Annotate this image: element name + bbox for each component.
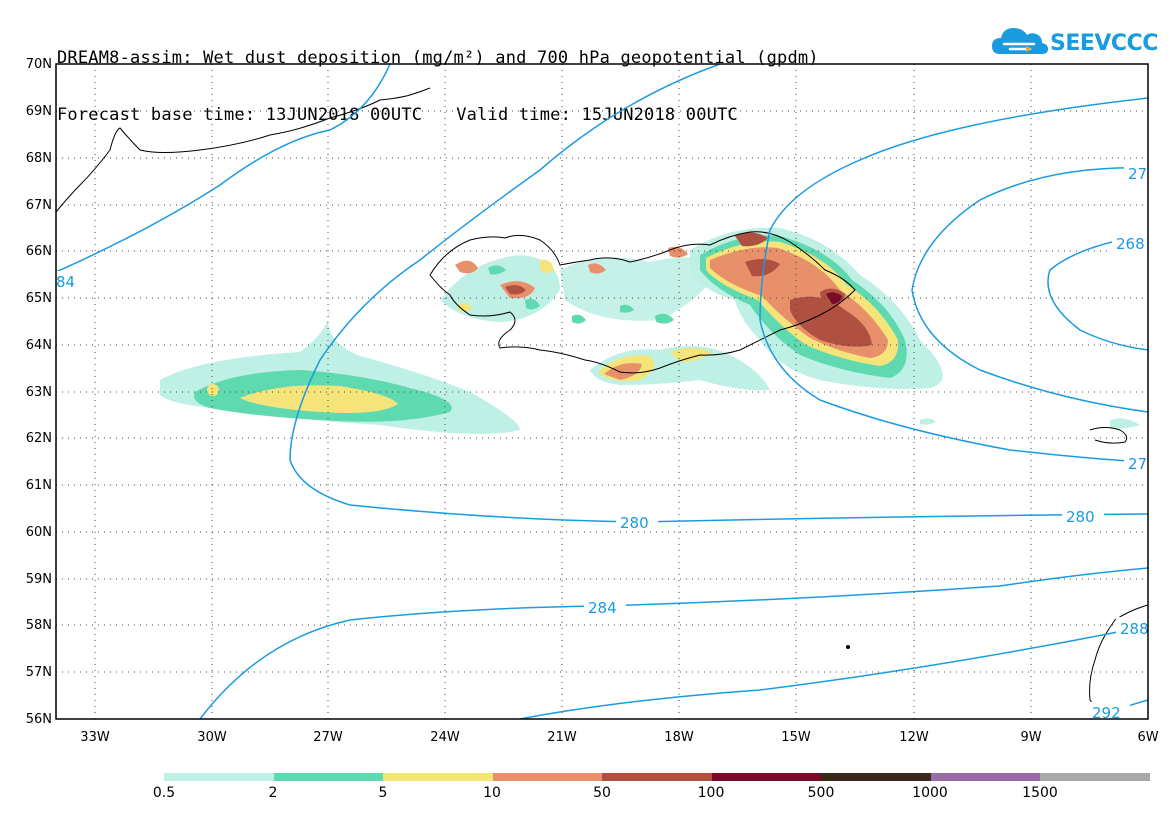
lon-label-15w: 15W (781, 730, 811, 745)
cloud-icon (992, 28, 1048, 54)
lat-label-69n: 69N (26, 104, 52, 119)
legend-swatch-3 (383, 773, 493, 781)
color-legend (164, 773, 1150, 781)
lon-label-12w: 12W (899, 730, 929, 745)
contour-280-trough (289, 64, 1148, 523)
valid-time: Valid time: 15JUN2018 00UTC (456, 105, 738, 125)
legend-label-1500: 1500 (1022, 785, 1058, 801)
lat-label-56n: 56N (26, 712, 52, 727)
geopotential-contours (56, 64, 1148, 719)
lon-label-6w: 6W (1137, 730, 1158, 745)
contour-label-288: 288 (1120, 620, 1149, 638)
lon-label-18w: 18W (664, 730, 694, 745)
contour-label-268: 268 (1116, 235, 1145, 253)
legend-label-0-5: 0.5 (152, 785, 176, 801)
lon-label-24w: 24W (430, 730, 460, 745)
contour-272 (911, 167, 1148, 413)
legend-swatch-5 (602, 773, 712, 781)
lat-label-59n: 59N (26, 572, 52, 587)
lon-label-30w: 30W (197, 730, 227, 745)
contour-label-276: 27 (1128, 455, 1147, 473)
lat-label-67n: 67N (26, 198, 52, 213)
lon-label-9w: 9W (1020, 730, 1041, 745)
contour-268 (1047, 234, 1148, 351)
base-time: Forecast base time: 13JUN2018 00UTC (57, 105, 423, 125)
dust-iceland-south (590, 346, 770, 391)
contour-276-north (759, 97, 1148, 463)
contour-label-284-west: 84 (56, 273, 75, 291)
contour-284-west (56, 64, 391, 273)
legend-swatch-6 (711, 773, 821, 781)
contour-label-272: 27 (1128, 165, 1147, 183)
title-line-2: Forecast base time: 13JUN2018 00UTC Valid… (57, 106, 819, 125)
map-title: DREAM8-assim: Wet dust deposition (mg/m²… (57, 11, 819, 144)
dust-plume-southwest (160, 308, 520, 434)
contour-label-280-east: 280 (1066, 508, 1095, 526)
seevccc-logo: SEEVCCC (990, 22, 1158, 60)
lat-labels: 70N 69N 68N 67N 66N 65N 64N 63N 62N 61N … (26, 57, 52, 727)
contour-label-280-center: 280 (620, 514, 649, 532)
lat-label-58n: 58N (26, 618, 52, 633)
dust-iceland-central (560, 246, 720, 324)
legend-label-500: 500 (807, 785, 835, 801)
legend-label-2: 2 (268, 785, 278, 801)
lat-label-65n: 65N (26, 291, 52, 306)
lat-label-63n: 63N (26, 385, 52, 400)
contour-label-292: 292 (1092, 704, 1121, 722)
lon-label-21w: 21W (547, 730, 577, 745)
legend-swatch-4 (492, 773, 602, 781)
contour-288 (519, 625, 1148, 719)
legend-swatch-7 (821, 773, 931, 781)
faroe-coast (1089, 427, 1128, 444)
legend-label-5: 5 (378, 785, 388, 801)
title-line-1: DREAM8-assim: Wet dust deposition (mg/m²… (57, 48, 819, 68)
legend-label-10: 10 (483, 785, 501, 801)
map-frame (55, 63, 1149, 720)
legend-label-100: 100 (697, 785, 725, 801)
lat-label-66n: 66N (26, 244, 52, 259)
lat-label-64n: 64N (26, 338, 52, 353)
legend-label-50: 50 (593, 785, 611, 801)
legend-swatch-8 (930, 773, 1040, 781)
iceland-coast (429, 231, 856, 374)
legend-swatch-2 (273, 773, 383, 781)
greenland-coast (56, 87, 431, 213)
coastlines (56, 87, 1148, 719)
lon-labels: 33W 30W 27W 24W 21W 18W 15W 12W 9W 6W (80, 730, 1158, 745)
contour-284-south (199, 567, 1148, 719)
lat-label-62n: 62N (26, 431, 52, 446)
lon-label-27w: 27W (313, 730, 343, 745)
dust-iceland-east (690, 227, 1140, 429)
lat-label-60n: 60N (26, 525, 52, 540)
legend-swatch-9 (1040, 773, 1150, 781)
dust-iceland-west (440, 255, 560, 322)
lat-lon-grid (56, 64, 1148, 719)
legend-swatch-1 (164, 773, 274, 781)
logo-text: SEEVCCC (1050, 31, 1158, 56)
contour-labels: 280 280 284 268 27 27 288 292 84 (56, 162, 1149, 722)
lat-label-61n: 61N (26, 478, 52, 493)
contour-label-284: 284 (588, 599, 617, 617)
lat-label-70n: 70N (26, 57, 52, 72)
lat-label-57n: 57N (26, 665, 52, 680)
lat-label-68n: 68N (26, 151, 52, 166)
legend-label-1000: 1000 (912, 785, 948, 801)
lon-label-33w: 33W (80, 730, 110, 745)
